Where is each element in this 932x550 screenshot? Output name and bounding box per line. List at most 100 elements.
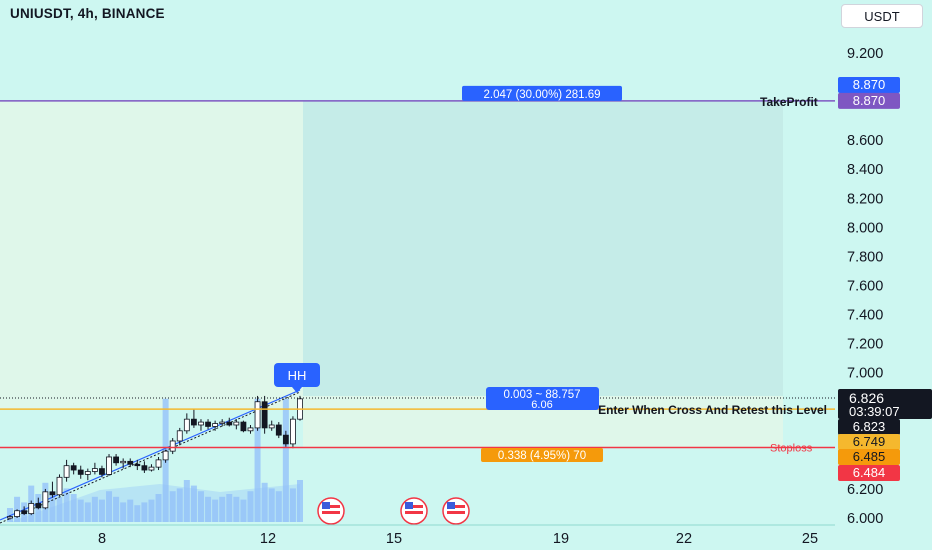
- candle-body: [113, 456, 119, 464]
- hh-pointer: [292, 387, 302, 393]
- price-tag-last: 6.823: [853, 419, 886, 434]
- time-axis[interactable]: 8 12 15 19 22 25: [0, 524, 835, 547]
- candle-body: [233, 421, 240, 426]
- flag-stripe: [405, 505, 423, 508]
- candle-body: [77, 469, 84, 475]
- candle-body: [226, 421, 233, 426]
- center-label-line1: 0.003 ~ 88.757: [503, 389, 580, 401]
- candle-body: [70, 465, 77, 471]
- candle-body: [282, 434, 289, 445]
- price-tick-label: 7.200: [847, 337, 883, 353]
- candle-body: [240, 421, 247, 432]
- support-dotted-line: [0, 391, 301, 524]
- volume-bar: [226, 494, 233, 522]
- volume-bar: [247, 491, 254, 522]
- target-label: 2.047 (30.00%) 281.69: [483, 89, 600, 101]
- volume-bar: [219, 496, 226, 522]
- volume-bar: [120, 502, 127, 522]
- price-tick-label: 7.400: [847, 308, 883, 324]
- current-price-tag: 6.826: [849, 390, 884, 406]
- level-lines[interactable]: TakeProfit Enter When Cross And Retest th…: [0, 95, 835, 455]
- price-tag-takeprofit-bg: [838, 92, 900, 109]
- flag-stripe: [322, 511, 340, 514]
- volume-bar: [127, 499, 134, 522]
- candle-body: [127, 460, 134, 465]
- flag-stripe: [322, 505, 340, 508]
- volume-bar: [84, 502, 91, 522]
- price-axis[interactable]: 9.200 8.600 8.400 8.200 8.000 7.800 7.600 7.400…: [835, 0, 932, 550]
- stop-label-bg: [481, 448, 603, 462]
- volume-bar: [63, 488, 70, 522]
- annotations: HH 2.047 (30.00%) 281.69 0.003 ~ 88.7576.0…: [274, 85, 622, 462]
- volume-bar: [155, 494, 162, 522]
- candle-body: [183, 418, 190, 432]
- candle-body: [21, 510, 28, 515]
- candle-body: [162, 450, 169, 461]
- price-tag-last-bg: [838, 419, 900, 435]
- flag-stripe: [447, 505, 465, 508]
- price-tag-stop-orange: 6.485: [853, 449, 886, 464]
- volume-bar: [106, 491, 113, 522]
- stoploss-label: Stoploss: [770, 443, 813, 455]
- price-tick-label: 8.200: [847, 191, 883, 207]
- volume-bar: [169, 491, 176, 522]
- candle-body: [148, 466, 155, 471]
- hh-bubble: [274, 363, 320, 387]
- candle-body: [42, 491, 49, 509]
- center-label-bg: [486, 387, 599, 410]
- price-tick-label: 8.000: [847, 220, 883, 236]
- volume-bar: [261, 482, 268, 522]
- candle-body: [176, 430, 183, 442]
- price-tick-label: 7.000: [847, 366, 883, 382]
- volume-bar: [70, 494, 77, 522]
- flag-canton: [405, 502, 413, 509]
- price-tag-stop-red: 6.484: [853, 465, 886, 480]
- candle-body: [169, 440, 176, 452]
- flag-stripe: [405, 511, 423, 514]
- volume-bar: [190, 485, 197, 522]
- price-tick-label: 6.000: [847, 511, 883, 527]
- flag-canton: [447, 502, 455, 509]
- time-tick-label: 15: [386, 531, 402, 547]
- volume-bar: [183, 480, 190, 522]
- candle-body: [268, 424, 275, 429]
- price-tick-label: 6.200: [847, 482, 883, 498]
- candle-body: [84, 471, 91, 475]
- price-tag-entry: 6.749: [853, 434, 886, 449]
- candle-body: [212, 423, 219, 427]
- uptrend-line: [0, 389, 301, 521]
- volume-bar: [282, 398, 289, 522]
- volume-area: [10, 484, 300, 522]
- volume-bar: [148, 499, 155, 522]
- time-tick-label: 22: [676, 531, 692, 547]
- candle-body: [198, 421, 204, 426]
- volume-bar: [98, 499, 105, 522]
- candle-body: [14, 510, 20, 517]
- symbol-title: UNIUSDT, 4h, BINANCE: [10, 6, 165, 21]
- volume-bar: [297, 480, 303, 522]
- time-tick-label: 25: [802, 531, 818, 547]
- price-tick-label: 7.600: [847, 278, 883, 294]
- price-tag-entry-bg: [838, 434, 900, 450]
- volume-bar: [205, 496, 212, 522]
- candle-body: [28, 503, 35, 515]
- stop-label: 0.338 (4.95%) 70: [498, 450, 586, 462]
- candle-body: [141, 465, 148, 471]
- time-tick-label: 8: [98, 531, 106, 547]
- volume-bar: [254, 398, 261, 522]
- economic-events[interactable]: [317, 497, 470, 525]
- price-tag-stop-red-bg: [838, 465, 900, 481]
- candle-body: [120, 460, 127, 464]
- price-tag-top-bg: [838, 77, 900, 93]
- currency-button[interactable]: USDT: [841, 4, 923, 28]
- candlesticks[interactable]: [7, 395, 303, 520]
- price-tag-stop-orange-bg: [838, 449, 900, 465]
- candle-body: [247, 427, 254, 432]
- candle-body: [205, 421, 211, 427]
- price-tick-label: 8.600: [847, 133, 883, 149]
- volume-bar: [56, 496, 63, 522]
- flag-canton: [322, 502, 330, 509]
- volume-bar: [268, 488, 275, 522]
- volume-bar: [134, 505, 141, 522]
